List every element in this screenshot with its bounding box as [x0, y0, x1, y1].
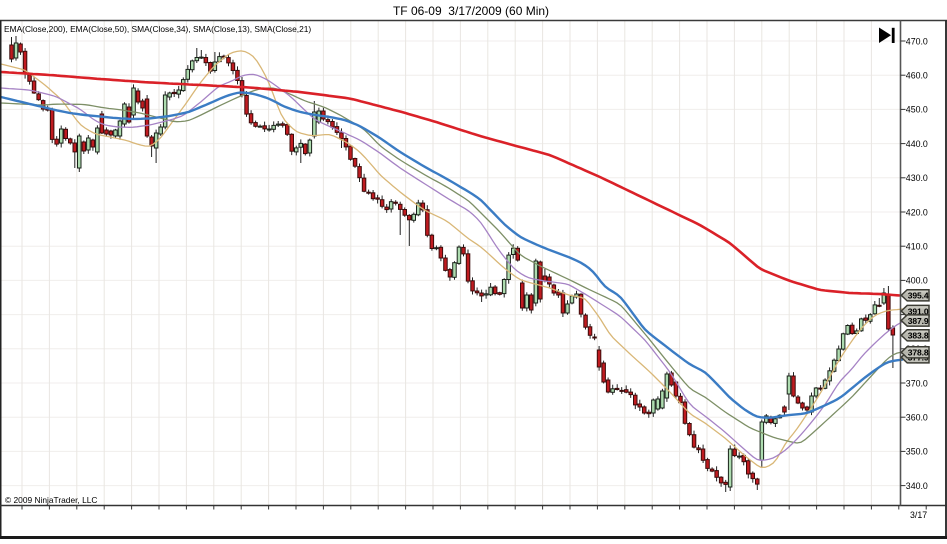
svg-text:387.9: 387.9 — [908, 316, 929, 326]
svg-text:360.0: 360.0 — [906, 413, 928, 423]
svg-text:370.0: 370.0 — [906, 378, 928, 388]
svg-text:410.0: 410.0 — [906, 242, 928, 252]
svg-text:391.0: 391.0 — [908, 306, 929, 316]
svg-text:EMA(Close,200), EMA(Close,50),: EMA(Close,200), EMA(Close,50), SMA(Close… — [4, 24, 311, 34]
svg-text:460.0: 460.0 — [906, 71, 928, 81]
svg-text:340.0: 340.0 — [906, 481, 928, 491]
svg-text:400.0: 400.0 — [906, 276, 928, 286]
svg-text:3/17: 3/17 — [910, 510, 927, 520]
svg-text:378.8: 378.8 — [908, 348, 929, 358]
svg-text:450.0: 450.0 — [906, 105, 928, 115]
svg-text:© 2009 NinjaTrader, LLC: © 2009 NinjaTrader, LLC — [5, 495, 97, 505]
svg-text:470.0: 470.0 — [906, 36, 928, 46]
svg-text:TF 06-09 3/17/2009 (60 Min): TF 06-09 3/17/2009 (60 Min) — [393, 4, 549, 18]
svg-text:420.0: 420.0 — [906, 207, 928, 217]
svg-text:430.0: 430.0 — [906, 173, 928, 183]
svg-text:383.8: 383.8 — [908, 331, 929, 341]
svg-text:440.0: 440.0 — [906, 139, 928, 149]
svg-text:395.4: 395.4 — [908, 291, 929, 301]
svg-text:350.0: 350.0 — [906, 447, 928, 457]
